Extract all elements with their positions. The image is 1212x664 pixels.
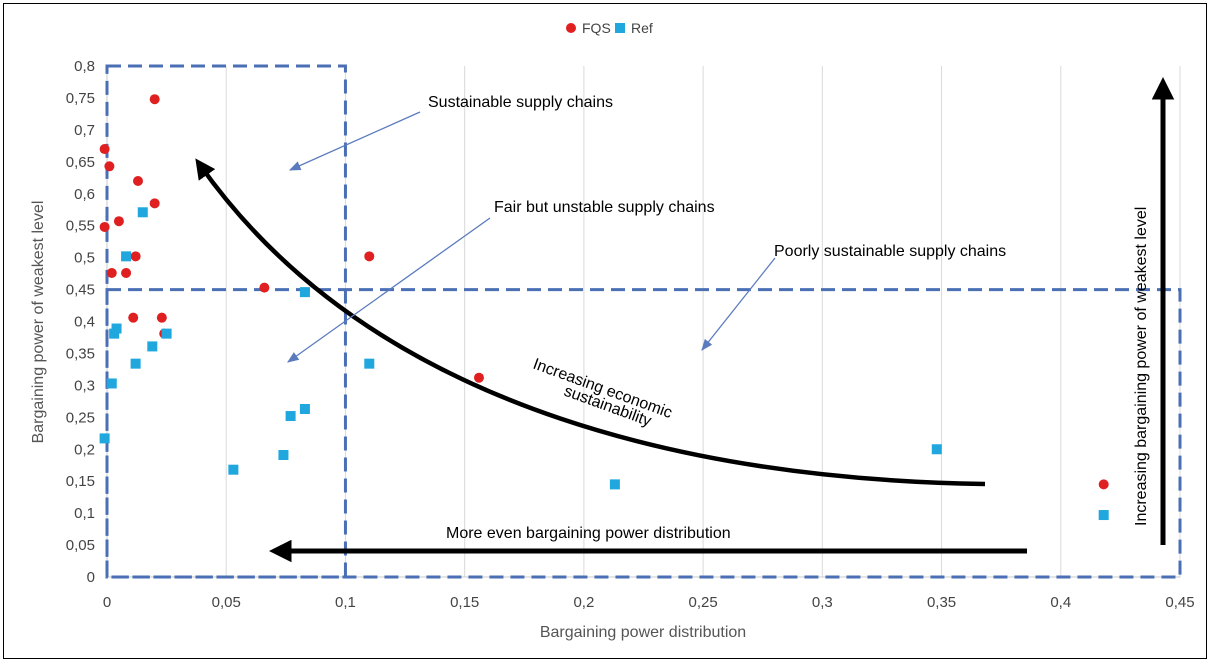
x-tick-label: 0,25: [689, 594, 718, 611]
y-tick-label: 0,8: [74, 58, 95, 75]
data-point-fqs: [99, 144, 110, 155]
data-point-fqs: [132, 175, 143, 186]
economic-sustainability-arrow: [195, 158, 986, 487]
y-tick-label: 0,2: [74, 441, 95, 458]
legend-label-ref: Ref: [631, 20, 653, 36]
y-tick-label: 0,25: [66, 409, 95, 426]
y-tick-label: 0,35: [66, 345, 95, 362]
data-point-ref: [931, 444, 942, 455]
data-point-fqs: [473, 372, 484, 383]
x-tick-label: 0,35: [927, 594, 956, 611]
data-point-fqs: [364, 251, 375, 262]
legend-label-fqs: FQS: [582, 20, 611, 36]
y-tick-label: 0,4: [74, 314, 95, 331]
y-tick-label: 0,6: [74, 186, 95, 203]
x-tick-label: 0,4: [1050, 594, 1071, 611]
x-axis-title: Bargaining power distribution: [540, 624, 746, 641]
label-fair-unstable: Fair but unstable supply chains: [494, 199, 715, 216]
data-point-ref: [1098, 510, 1109, 521]
data-point-fqs: [99, 221, 110, 232]
label-poorly-sustainable: Poorly sustainable supply chains: [774, 243, 1006, 260]
y-tick-label: 0,55: [66, 218, 95, 235]
data-point-ref: [278, 449, 289, 460]
label-weakest-level: Increasing bargaining power of weakest l…: [1133, 207, 1150, 526]
gridlines: [225, 66, 1181, 577]
data-point-fqs: [106, 267, 117, 278]
data-point-fqs: [104, 161, 115, 172]
y-axis-title: Bargaining power of weakest level: [30, 201, 47, 444]
x-tick-label: 0,2: [573, 594, 594, 611]
data-point-ref: [99, 433, 110, 444]
data-point-ref: [228, 464, 239, 475]
data-point-ref: [299, 404, 310, 415]
data-point-fqs: [113, 216, 124, 227]
y-tick-label: 0,3: [74, 377, 95, 394]
y-tick-label: 0,1: [74, 505, 95, 522]
data-points: [99, 94, 1109, 521]
axes: [106, 66, 1180, 578]
data-point-ref: [109, 328, 120, 339]
data-point-fqs: [1098, 479, 1109, 490]
data-point-ref: [161, 328, 172, 339]
legend-marker-fqs: [566, 23, 576, 33]
y-tick-label: 0,65: [66, 154, 95, 171]
x-tick-label: 0,1: [335, 594, 356, 611]
pointer-poorly-sustainable: [701, 257, 776, 351]
data-point-fqs: [149, 198, 160, 209]
legend: FQS Ref: [566, 20, 653, 36]
y-tick-label: 0,75: [66, 90, 95, 107]
y-tick-label: 0,05: [66, 537, 95, 554]
data-point-ref: [137, 207, 148, 218]
label-sustainable: Sustainable supply chains: [428, 94, 613, 111]
data-point-ref: [609, 479, 620, 490]
data-point-ref: [111, 323, 122, 334]
x-tick-label: 0: [103, 594, 111, 611]
data-point-ref: [147, 341, 158, 352]
y-tick-label: 0,5: [74, 250, 95, 267]
poorly-sustainable-region: [105, 288, 1182, 579]
data-point-ref: [121, 251, 132, 262]
label-distribution: More even bargaining power distribution: [446, 525, 731, 542]
pointer-fair-unstable: [287, 217, 491, 363]
data-point-fqs: [121, 267, 132, 278]
data-point-fqs: [130, 251, 141, 262]
region-boxes: [105, 64, 1182, 579]
y-tick-labels: 0 0,05 0,1 0,15 0,2 0,25 0,3 0,35 0,4 0,45 0,5 0,55…: [66, 58, 95, 586]
x-tick-label: 0,15: [450, 594, 479, 611]
x-tick-label: 0,3: [812, 594, 833, 611]
y-tick-label: 0,7: [74, 122, 95, 139]
y-tick-label: 0,15: [66, 473, 95, 490]
x-tick-labels: 0 0,05 0,1 0,15 0,2 0,25 0,3 0,35 0,4 0,45: [103, 594, 1195, 611]
y-tick-label: 0: [87, 569, 95, 586]
data-point-fqs: [149, 94, 160, 105]
legend-marker-ref: [615, 23, 625, 33]
axis-titles: Bargaining power distribution Bargaining…: [30, 201, 746, 641]
data-point-ref: [299, 287, 310, 298]
data-point-ref: [364, 358, 375, 369]
data-point-fqs: [259, 282, 270, 293]
pointer-sustainable: [288, 111, 421, 171]
annotations: Sustainable supply chains Fair but unsta…: [428, 94, 1150, 542]
data-point-ref: [285, 411, 296, 422]
annotation-arrows: [195, 77, 1175, 563]
data-point-ref: [130, 358, 141, 369]
data-point-fqs: [128, 312, 139, 323]
y-tick-label: 0,45: [66, 282, 95, 299]
data-point-ref: [106, 378, 117, 389]
x-tick-label: 0,05: [212, 594, 241, 611]
x-tick-label: 0,45: [1165, 594, 1194, 611]
data-point-fqs: [156, 312, 167, 323]
